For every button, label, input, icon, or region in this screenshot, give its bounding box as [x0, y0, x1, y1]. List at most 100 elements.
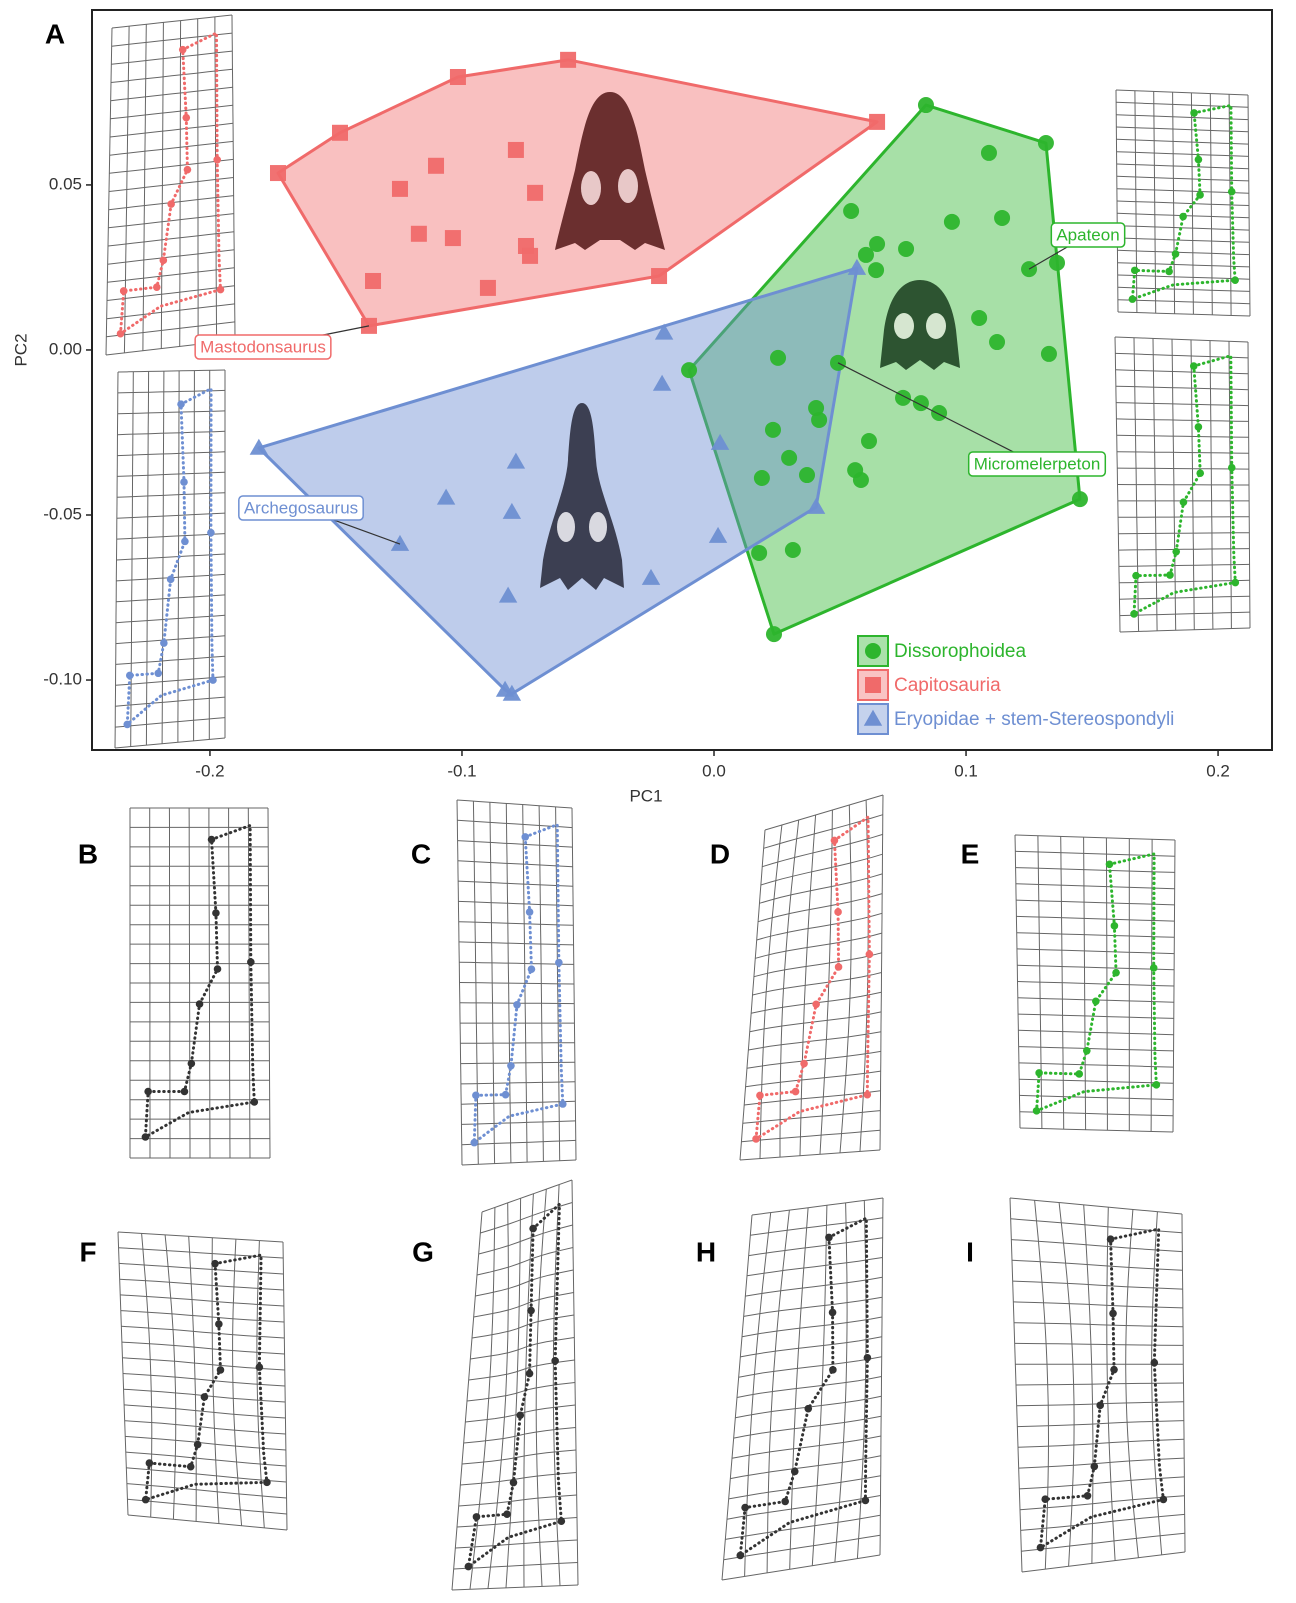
point [651, 268, 667, 284]
grid-line [1116, 127, 1248, 132]
landmark [1111, 922, 1119, 930]
grid-line [729, 1476, 881, 1499]
grid-line [107, 304, 235, 319]
landmark [510, 1479, 518, 1487]
landmark [217, 286, 225, 294]
grid-line [1120, 628, 1250, 632]
grid-line [118, 431, 226, 434]
landmark [1172, 548, 1180, 556]
landmark [862, 1497, 870, 1505]
point [869, 236, 885, 252]
landmark [834, 908, 842, 916]
landmark [211, 1260, 219, 1268]
landmark [177, 400, 185, 408]
grid-line [110, 123, 233, 137]
landmark [1165, 268, 1173, 276]
point [508, 142, 524, 158]
point [843, 203, 859, 219]
landmark [1150, 964, 1158, 972]
point [1072, 491, 1088, 507]
grid-line [1116, 139, 1248, 144]
grid-line [1015, 1343, 1183, 1345]
grid-line [761, 854, 883, 885]
grid-line [459, 922, 574, 926]
point [392, 181, 408, 197]
landmark [1091, 1463, 1099, 1471]
point [522, 248, 538, 264]
landmark [144, 1088, 152, 1096]
landmark [1131, 267, 1139, 275]
point [865, 643, 881, 659]
point [1041, 346, 1057, 362]
grid-line [458, 861, 573, 867]
landmark [1075, 1070, 1083, 1078]
grid-line [745, 1277, 882, 1296]
y-tick-label: -0.10 [43, 670, 82, 689]
landmark [465, 1563, 473, 1571]
grid-line [1118, 533, 1249, 534]
landmark [800, 1060, 808, 1068]
landmark [528, 965, 536, 973]
panel-label: I [966, 1236, 974, 1267]
grid-line [461, 1101, 575, 1104]
grid-line [722, 1555, 880, 1580]
landmark [1110, 1366, 1118, 1374]
point [751, 545, 767, 561]
grid-line [111, 51, 232, 64]
landmark [194, 1441, 202, 1449]
landmark [1160, 1496, 1168, 1504]
point [1038, 135, 1054, 151]
grid-line [747, 1258, 883, 1276]
point [895, 390, 911, 406]
grid-line [460, 983, 575, 985]
grid-line [1119, 564, 1250, 566]
grid-line [110, 105, 233, 119]
landmark [829, 1366, 837, 1374]
skull-orbit [894, 313, 914, 339]
grid-line [746, 1071, 881, 1087]
grid-line [108, 250, 235, 265]
grid-line [1118, 485, 1250, 486]
grid-line [1118, 517, 1249, 518]
grid-line [760, 825, 782, 1159]
landmark [181, 1088, 189, 1096]
point [781, 450, 797, 466]
grid-line [750, 1012, 882, 1032]
point [869, 114, 885, 130]
landmark [1037, 1544, 1045, 1552]
grid-line [470, 1338, 574, 1360]
grid-line [461, 1082, 575, 1084]
grid-line [118, 411, 225, 414]
landmark [1195, 156, 1203, 164]
figure: -0.2-0.10.00.10.2-0.10-0.050.000.05PC1PC… [0, 0, 1296, 1598]
landmark [1092, 998, 1100, 1006]
landmark [1107, 1235, 1115, 1243]
landmark [473, 1513, 481, 1521]
skull-orbit [618, 169, 638, 203]
grid-line [1118, 312, 1250, 316]
landmark [804, 1405, 812, 1413]
landmark [167, 200, 175, 208]
grid-line [745, 1213, 771, 1577]
grid-line [1018, 1030, 1173, 1034]
grid-line [116, 656, 225, 664]
grid-line [734, 1416, 882, 1438]
grid-line [739, 1357, 882, 1378]
landmark [1190, 109, 1198, 117]
grid-line [462, 1140, 576, 1144]
grid-line [108, 232, 234, 246]
point [365, 273, 381, 289]
point [918, 97, 934, 113]
point [332, 125, 348, 141]
grid-line [1117, 176, 1249, 181]
grid-line [458, 901, 573, 905]
point [994, 210, 1010, 226]
landmark [864, 1091, 872, 1099]
landmark [217, 1366, 225, 1374]
landmark [1106, 860, 1114, 868]
landmark [736, 1552, 744, 1560]
grid-line [1015, 851, 1175, 856]
skull-orbit [926, 313, 946, 339]
panel-label: D [710, 838, 730, 869]
landmark [1129, 295, 1137, 303]
